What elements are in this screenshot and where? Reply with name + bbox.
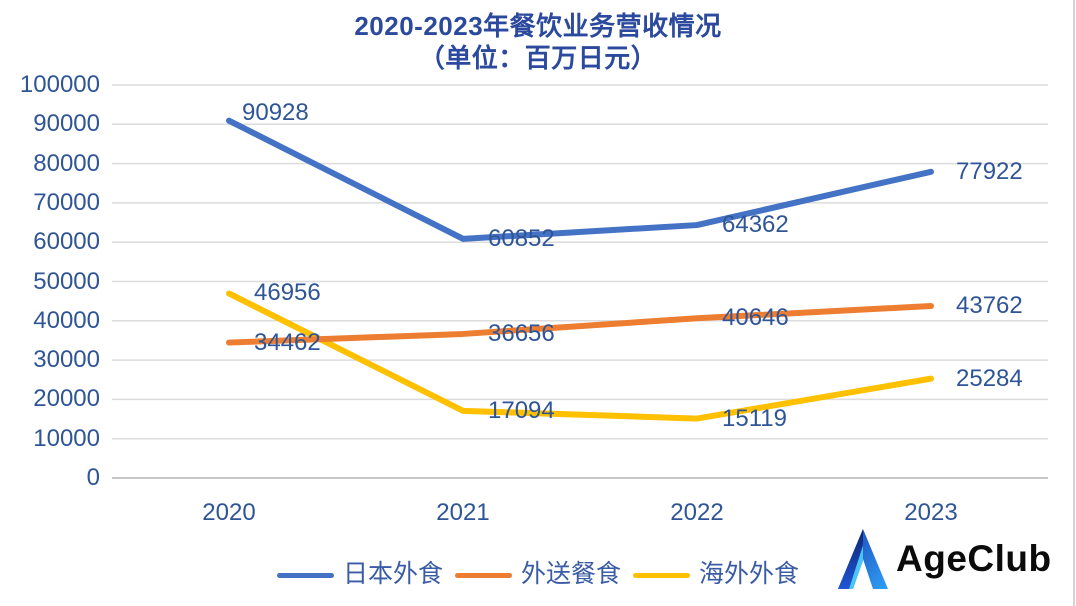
legend-swatch bbox=[454, 572, 512, 578]
series-line-2 bbox=[226, 290, 934, 422]
y-axis-label: 90000 bbox=[33, 110, 100, 138]
data-label: 36656 bbox=[488, 319, 555, 347]
legend-label: 海外外食 bbox=[699, 561, 800, 588]
y-axis-label: 40000 bbox=[33, 306, 100, 334]
legend-swatch bbox=[633, 572, 690, 578]
data-label: 43762 bbox=[956, 292, 1023, 319]
data-label: 64362 bbox=[722, 211, 789, 239]
data-label: 25284 bbox=[956, 364, 1023, 392]
ageclub-logo-text: AgeClub bbox=[896, 538, 1052, 579]
data-label: 40646 bbox=[722, 304, 789, 332]
legend-item: 外送餐食 bbox=[454, 561, 621, 589]
series-line-0 bbox=[226, 117, 934, 242]
chart-title-line1: 2020-2023年餐饮业务营收情况 bbox=[354, 11, 722, 41]
x-axis-label: 2021 bbox=[436, 499, 490, 526]
data-label: 34462 bbox=[254, 328, 321, 356]
ageclub-logo: AgeClub bbox=[836, 527, 1052, 591]
data-label: 46956 bbox=[254, 279, 321, 307]
data-label: 77922 bbox=[956, 157, 1023, 185]
y-axis-label: 70000 bbox=[33, 188, 100, 216]
legend-item: 日本外食 bbox=[276, 561, 443, 589]
y-axis-label: 30000 bbox=[33, 346, 100, 374]
x-axis-label: 2022 bbox=[670, 499, 724, 526]
y-axis-label: 20000 bbox=[33, 385, 100, 413]
y-axis-label: 100000 bbox=[19, 71, 100, 98]
x-axis-label: 2023 bbox=[904, 499, 958, 526]
y-axis-label: 80000 bbox=[33, 149, 100, 177]
data-label: 60852 bbox=[488, 224, 555, 252]
right-border-line bbox=[1073, 0, 1075, 606]
y-axis-label: 0 bbox=[86, 464, 100, 491]
y-axis-label: 50000 bbox=[33, 267, 100, 295]
legend-swatch bbox=[276, 572, 334, 578]
chart-title: 2020-2023年餐饮业务营收情况 （单位：百万日元） bbox=[0, 10, 1076, 74]
data-label: 90928 bbox=[242, 98, 309, 126]
y-axis-label: 60000 bbox=[33, 228, 100, 256]
chart-legend: 日本外食 外送餐食 海外外食 bbox=[0, 560, 1076, 590]
legend-label: 日本外食 bbox=[342, 561, 443, 588]
data-label: 15119 bbox=[722, 404, 787, 432]
x-axis-label: 2020 bbox=[202, 499, 256, 526]
data-label: 17094 bbox=[488, 396, 555, 424]
legend-item: 海外外食 bbox=[633, 561, 799, 589]
series-line-1 bbox=[226, 303, 934, 346]
y-axis-label: 10000 bbox=[33, 424, 100, 452]
chart-title-line2: （单位：百万日元） bbox=[418, 43, 658, 73]
ageclub-mountain-icon bbox=[838, 529, 888, 589]
legend-label: 外送餐食 bbox=[520, 561, 621, 588]
